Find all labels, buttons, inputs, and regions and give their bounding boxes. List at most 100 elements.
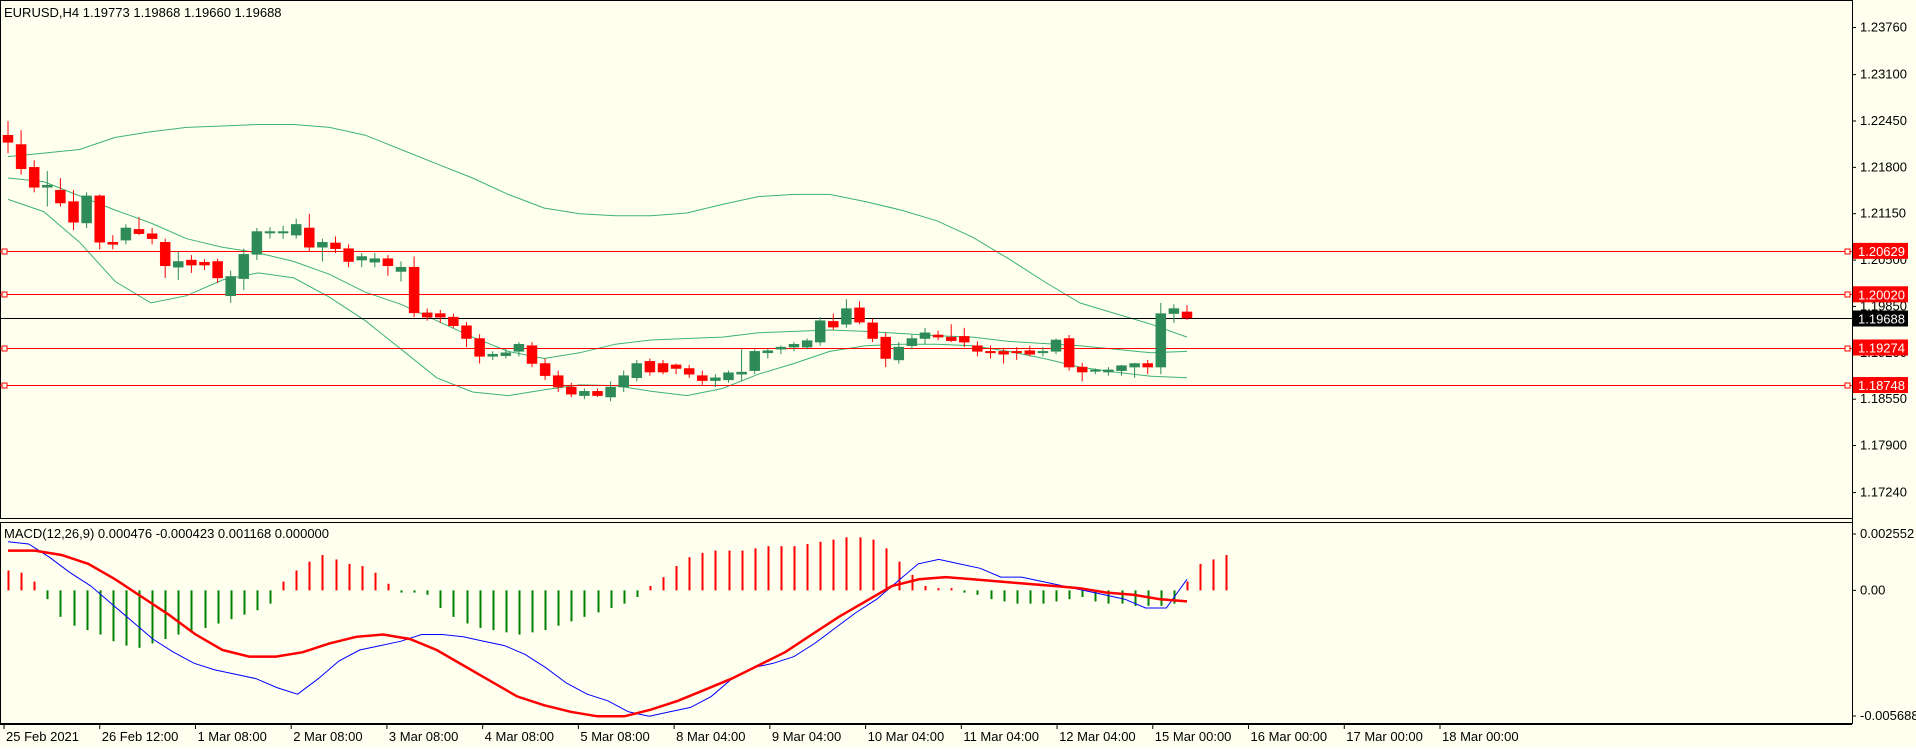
candle-bull	[42, 184, 53, 188]
candle-bear	[526, 345, 538, 364]
candle-bear	[107, 241, 119, 245]
candle-bear	[435, 313, 446, 318]
level-handle-right[interactable]	[1844, 382, 1851, 389]
candle-bear	[972, 345, 983, 352]
time-tick-label: 8 Mar 04:00	[676, 729, 745, 744]
price-tick-label: 1.23100	[1860, 67, 1907, 82]
candle-bear	[199, 261, 210, 266]
macd-tick-label: 0.002552	[1860, 526, 1914, 541]
candle-bull	[81, 195, 92, 224]
candle-bull	[906, 338, 918, 346]
candle-bear	[552, 375, 564, 388]
candle-bear	[566, 386, 577, 395]
candle-bear	[932, 334, 944, 338]
candle-bear	[159, 241, 171, 267]
candle-bear	[854, 307, 865, 323]
level-price-tag[interactable]	[1853, 339, 1908, 356]
time-tick-label: 2 Mar 08:00	[293, 729, 362, 744]
candle-bear	[644, 361, 656, 373]
candle-bear	[15, 144, 27, 170]
level-price-tag[interactable]	[1853, 377, 1908, 394]
price-tick-label: 1.22450	[1860, 113, 1907, 128]
candle-bear	[408, 266, 420, 314]
candle-bear	[867, 322, 878, 339]
candle-bear	[133, 229, 145, 234]
time-tick-label: 1 Mar 08:00	[197, 729, 266, 744]
candle-bull	[1103, 369, 1114, 373]
candle-bull	[1037, 351, 1049, 354]
candle-bear	[1011, 351, 1022, 354]
candle-bull	[1050, 339, 1062, 352]
candle-bear	[945, 336, 957, 341]
level-handle-right[interactable]	[1844, 345, 1851, 352]
candle-bear	[1076, 366, 1088, 373]
candle-bear	[68, 201, 79, 223]
time-tick-label: 26 Feb 12:00	[102, 729, 179, 744]
candle-bear	[998, 351, 1009, 355]
candle-bull	[618, 375, 629, 388]
candle-bull	[395, 266, 407, 272]
time-tick-label: 25 Feb 2021	[6, 729, 79, 744]
candle-bear	[330, 242, 341, 249]
candle-bear	[1142, 363, 1153, 368]
candlesticks	[2, 120, 1193, 402]
time-tick-label: 5 Mar 08:00	[580, 729, 649, 744]
level-price-tag-label: 1.20020	[1858, 287, 1905, 302]
level-handle-left[interactable]	[1, 291, 8, 298]
candle-bull	[841, 308, 852, 325]
macd-tick-label: 0.00	[1860, 582, 1885, 597]
candle-bull	[356, 256, 367, 261]
bollinger-lower	[7, 198, 1188, 397]
time-tick-label: 3 Mar 08:00	[389, 729, 458, 744]
candle-bull	[1090, 369, 1101, 372]
candle-bull	[631, 363, 643, 379]
candle-bear	[343, 248, 354, 262]
level-price-tag[interactable]	[1853, 286, 1908, 303]
level-handle-left[interactable]	[1, 248, 8, 255]
macd-tick-label: -0.005688	[1860, 708, 1916, 723]
price-panel-frame	[0, 0, 1853, 519]
candle-bear	[461, 325, 472, 339]
candle-bear	[880, 336, 891, 359]
candle-bull	[893, 346, 905, 361]
candle-bear	[28, 167, 40, 188]
candle-bull	[1168, 308, 1180, 314]
price-tick-label: 1.17240	[1860, 485, 1907, 500]
candle-bear	[2, 134, 14, 143]
level-handle-right[interactable]	[1844, 291, 1851, 298]
symbol-info: EURUSD,H4 1.19773 1.19868 1.19660 1.1968…	[4, 5, 282, 20]
level-handle-left[interactable]	[1, 382, 8, 389]
candle-bear	[697, 375, 708, 381]
bollinger-middle	[7, 177, 1188, 360]
level-price-tag-label: 1.18748	[1858, 378, 1905, 393]
candle-bull	[1155, 313, 1167, 368]
candle-bull	[749, 351, 760, 371]
candle-bear	[55, 189, 66, 204]
macd-panel-frame	[0, 522, 1853, 724]
candle-bear	[1024, 350, 1036, 355]
candle-bear	[670, 364, 682, 369]
candle-bull	[788, 343, 800, 348]
candle-bull	[814, 320, 826, 343]
candle-bull	[290, 224, 302, 236]
candle-bull	[1116, 365, 1127, 371]
candle-bull	[251, 231, 263, 255]
time-tick-label: 12 Mar 04:00	[1059, 729, 1136, 744]
level-handle-left[interactable]	[1, 345, 8, 352]
candle-bear	[448, 316, 459, 326]
horizontal-levels[interactable]	[0, 248, 1852, 389]
candle-bear	[1063, 338, 1075, 368]
candle-bull	[801, 340, 813, 348]
price-tick-label: 1.17900	[1860, 438, 1907, 453]
candle-bear	[539, 363, 551, 376]
time-axis: 25 Feb 2021 26 Feb 12:00 1 Mar 08:00 2 Mar …	[3, 724, 1519, 744]
candle-bear	[421, 312, 433, 318]
candle-bull	[225, 276, 236, 296]
candle-bull	[264, 231, 276, 234]
level-price-tag[interactable]	[1853, 242, 1908, 259]
time-tick-label: 11 Mar 04:00	[963, 729, 1039, 744]
level-price-tag-label: 1.19274	[1858, 341, 1905, 356]
level-handle-right[interactable]	[1844, 248, 1851, 255]
